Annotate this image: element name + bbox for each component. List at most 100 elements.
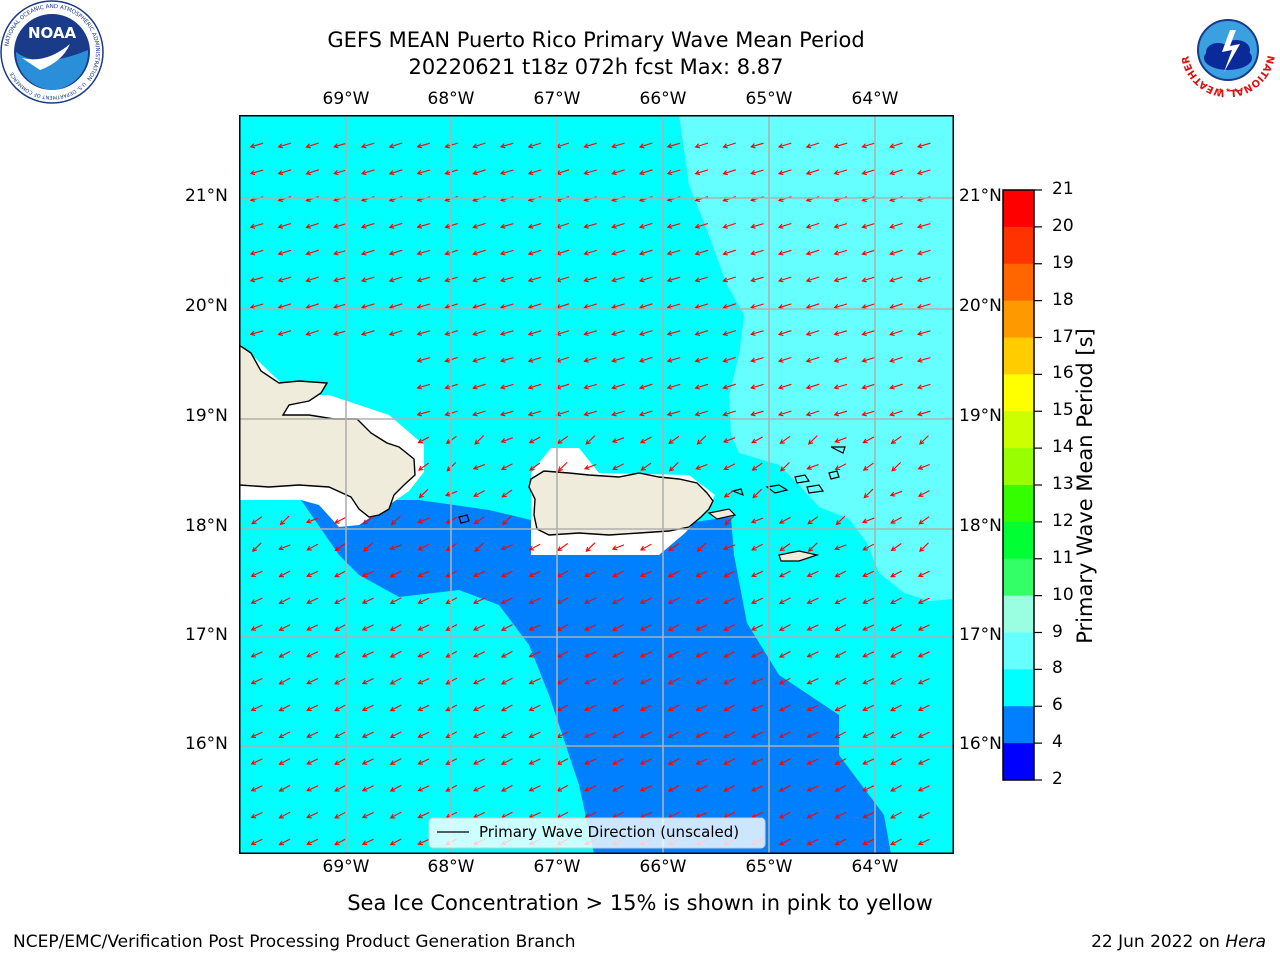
wave-arrow [249,142,264,149]
wave-arrow [472,651,486,658]
wave-arrow [278,650,291,658]
wave-period-map: Primary Wave Direction (unscaled) [239,115,954,854]
map-subtitle: 20220621 t18z 072h fcst Max: 8.87 [408,55,784,79]
colorbar-segment [1003,558,1034,597]
wave-arrow [806,758,819,765]
colorbar [1002,189,1042,781]
wave-arrow [917,812,930,819]
wave-arrow [583,276,597,283]
wave-arrow [667,597,680,605]
wave-arrow [750,678,764,685]
wave-arrow [557,462,568,472]
wave-arrow [361,785,374,792]
wave-arrow [917,758,930,765]
wave-arrow [250,812,263,819]
colorbar-segment [1003,595,1034,633]
wave-arrow [722,276,736,283]
wave-arrow [916,249,931,256]
wave-arrow [806,812,819,819]
wave-arrow [723,570,736,578]
legend-label: Primary Wave Direction (unscaled) [479,823,739,841]
wave-arrow [416,357,431,363]
wave-arrow [472,383,486,390]
wave-arrow [862,651,875,658]
lon-label-bottom-64w: 64°W [851,857,899,877]
wave-arrow [805,142,820,149]
wave-arrow [919,435,929,445]
wave-arrow [722,437,736,444]
colorbar-segment [1003,521,1034,560]
wave-arrow [250,838,263,846]
wave-arrow [612,758,624,765]
wave-arrow [472,222,486,229]
wave-arrow [527,330,542,336]
wave-arrow [750,142,764,149]
wave-arrow [361,597,374,604]
colorbar-tick-label: 14 [1052,437,1074,458]
wave-arrow [723,758,736,765]
wave-arrow [527,276,542,283]
lon-label-bottom-69w: 69°W [322,857,370,877]
wave-arrow [722,410,736,417]
wave-arrow [750,330,764,336]
wave-arrow [611,410,625,417]
wave-arrow [334,704,346,712]
wave-arrow [472,678,486,685]
wave-arrow [778,570,791,578]
colorbar-segment [1003,337,1034,375]
wave-arrow [667,784,680,792]
wave-arrow [499,330,514,336]
wave-arrow [638,276,653,283]
wave-arrow [334,597,346,605]
wave-arrow [500,544,513,551]
wave-arrow [750,597,764,604]
wave-arrow [890,435,902,444]
wave-arrow [584,624,597,631]
wave-arrow [667,731,680,739]
wave-arrow [417,812,430,819]
wave-arrow [360,169,375,176]
wave-arrow [834,731,847,739]
wave-arrow [277,222,292,229]
wave-arrow [584,704,597,712]
wave-arrow [778,838,791,846]
wave-arrow [417,436,430,444]
wave-arrow [472,356,486,363]
wave-arrow [306,678,319,685]
lon-label-bottom-65w: 65°W [745,857,793,877]
colorbar-tick-label: 17 [1052,326,1074,347]
wave-arrow [778,650,791,658]
wave-arrow [890,597,902,605]
wave-arrow [388,142,403,149]
wave-arrow [612,570,624,578]
wave-arrow [639,678,652,685]
wave-arrow [249,330,264,336]
hispaniola-land [239,344,416,518]
wave-arrow [833,357,848,363]
wave-arrow [528,758,541,765]
wave-arrow [472,624,486,631]
wave-arrow [750,410,764,417]
wave-arrow [666,410,681,417]
wave-arrow [694,410,709,417]
wave-arrow [611,142,625,149]
wave-arrow [805,330,820,336]
wave-arrow [862,678,875,685]
wave-arrow [612,731,624,739]
wave-arrow [834,650,847,658]
wave-arrow [861,249,875,256]
wave-arrow [499,223,514,229]
wave-arrow [639,758,652,765]
wave-arrow [806,731,819,738]
wave-arrow [916,276,931,283]
wave-arrow [750,276,764,283]
wave-arrow [611,249,625,256]
wave-arrow [360,222,375,229]
wave-arrow [389,784,402,792]
wave-arrow [611,222,625,229]
lat-label-right-20n: 20°N [959,296,1002,316]
wave-arrow [667,677,680,685]
wave-arrow [695,570,708,578]
colorbar-tick-label: 15 [1052,400,1074,421]
wave-arrow [278,597,291,605]
